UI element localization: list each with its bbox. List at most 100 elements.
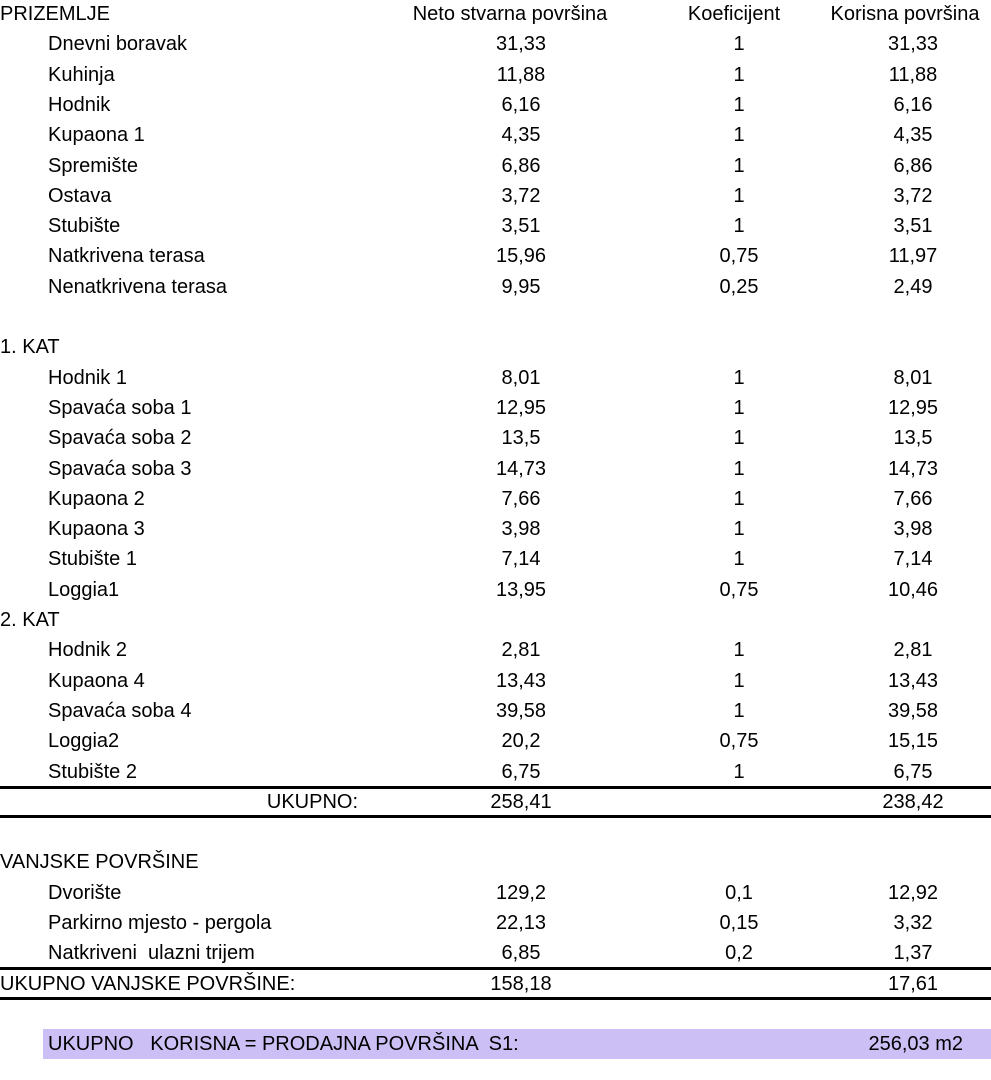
table-row: Stubište 2 6,75 1 6,75 [0,757,991,787]
area-name: Dvorište [48,882,122,904]
rule [0,997,991,1000]
usable-area: 6,86 [893,155,933,177]
room-name: Natkrivena terasa [48,245,205,267]
usable-area: 3,32 [893,912,933,934]
grand-total-value: 256,03 m2 [868,1033,963,1055]
neto-area: 12,95 [495,397,547,419]
room-name: Hodnik [48,94,111,116]
rule [0,786,991,789]
room-name: Hodnik 2 [48,639,127,661]
room-name: Kupaona 2 [48,488,145,510]
room-name: Kupaona 4 [48,670,145,692]
usable-area: 3,98 [893,518,933,540]
total-row: UKUPNO: 258,41 238,42 [0,787,991,817]
coefficient: 1 [733,488,745,510]
usable-area: 1,37 [893,942,933,964]
coefficient: 1 [733,397,745,419]
usable-area: 13,43 [887,670,939,692]
coefficient: 1 [733,185,745,207]
neto-area: 14,73 [495,458,547,480]
total-korisna: 238,42 [882,791,944,813]
usable-area: 3,72 [893,185,933,207]
coefficient: 1 [733,124,745,146]
coefficient: 1 [733,458,745,480]
neto-area: 13,95 [495,579,547,601]
neto-area: 129,2 [495,882,547,904]
neto-area: 7,14 [501,548,541,570]
usable-area: 31,33 [887,33,939,55]
neto-area: 13,5 [501,427,541,449]
table-row: Kupaona 2 7,66 1 7,66 [0,484,991,514]
neto-area: 3,51 [501,215,541,237]
usable-area: 2,49 [893,276,933,298]
section-title: VANJSKE POVRŠINE [0,851,199,873]
area-name: Natkriveni ulazni trijem [48,942,255,964]
table-row: Spremište 6,86 1 6,86 [0,151,991,181]
room-name: Spavaća soba 3 [48,458,192,480]
outdoor-total-neto: 158,18 [490,973,552,995]
neto-area: 20,2 [501,730,541,752]
usable-area: 12,92 [887,882,939,904]
room-name: Spremište [48,155,139,177]
neto-area: 13,43 [495,670,547,692]
room-name: Nenatkrivena terasa [48,276,227,298]
room-name: Ostava [48,185,112,207]
coefficient: 0,1 [725,882,753,904]
neto-area: 4,35 [501,124,541,146]
usable-area: 11,97 [888,245,938,267]
grand-total-row: UKUPNO KORISNA = PRODAJNA POVRŠINA S1: 2… [43,1029,991,1059]
usable-area: 8,01 [893,367,933,389]
table-row: Kupaona 4 13,43 1 13,43 [0,666,991,696]
room-name: Kuhinja [48,64,115,86]
room-name: Loggia1 [48,579,120,601]
usable-area: 15,15 [887,730,939,752]
coefficient: 1 [733,427,745,449]
neto-area: 6,75 [501,761,541,783]
usable-area: 6,75 [893,761,933,783]
table-row: Nenatkrivena terasa 9,95 0,25 2,49 [0,272,991,302]
table-row: Dnevni boravak 31,33 1 31,33 [0,29,991,59]
neto-area: 7,66 [501,488,541,510]
usable-area: 2,81 [893,639,933,661]
coefficient: 0,75 [719,579,759,601]
total-label: UKUPNO: [266,791,358,813]
table-row: Hodnik 2 2,81 1 2,81 [0,635,991,665]
column-header-korisna: Korisna površina [830,3,980,25]
section-row: 2. KAT [0,605,991,635]
coefficient: 1 [733,639,745,661]
coefficient: 1 [733,33,745,55]
neto-area: 6,86 [501,155,541,177]
coefficient: 0,25 [719,276,759,298]
neto-area: 15,96 [495,245,547,267]
usable-area: 39,58 [887,700,939,722]
coefficient: 1 [733,548,745,570]
table-row: Hodnik 1 8,01 1 8,01 [0,363,991,393]
usable-area: 14,73 [887,458,939,480]
coefficient: 1 [733,761,745,783]
neto-area: 2,81 [501,639,541,661]
usable-area: 3,51 [893,215,933,237]
table-row: Kuhinja 11,88 1 11,88 [0,60,991,90]
coefficient: 1 [733,367,745,389]
area-name: Parkirno mjesto - pergola [48,912,272,934]
table-row: Dvorište 129,2 0,1 12,92 [0,878,991,908]
coefficient: 1 [733,700,745,722]
outdoor-total-korisna: 17,61 [887,973,939,995]
room-name: Spavaća soba 1 [48,397,192,419]
neto-area: 6,16 [501,94,541,116]
table-row: Ostava 3,72 1 3,72 [0,181,991,211]
usable-area: 11,88 [888,64,938,86]
table-row: Kupaona 1 4,35 1 4,35 [0,120,991,150]
room-name: Loggia2 [48,730,120,752]
total-neto: 258,41 [490,791,552,813]
neto-area: 9,95 [501,276,541,298]
table-row: Natkrivena terasa 15,96 0,75 11,97 [0,241,991,271]
outdoor-total-label: UKUPNO VANJSKE POVRŠINE: [0,973,296,995]
coefficient: 0,2 [725,942,753,964]
table-row: Stubište 1 7,14 1 7,14 [0,544,991,574]
usable-area: 7,66 [893,488,933,510]
table-row: Spavaća soba 2 13,5 1 13,5 [0,423,991,453]
section-row: VANJSKE POVRŠINE [0,847,991,877]
table-row: Loggia1 13,95 0,75 10,46 [0,575,991,605]
table-row: Loggia2 20,2 0,75 15,15 [0,726,991,756]
